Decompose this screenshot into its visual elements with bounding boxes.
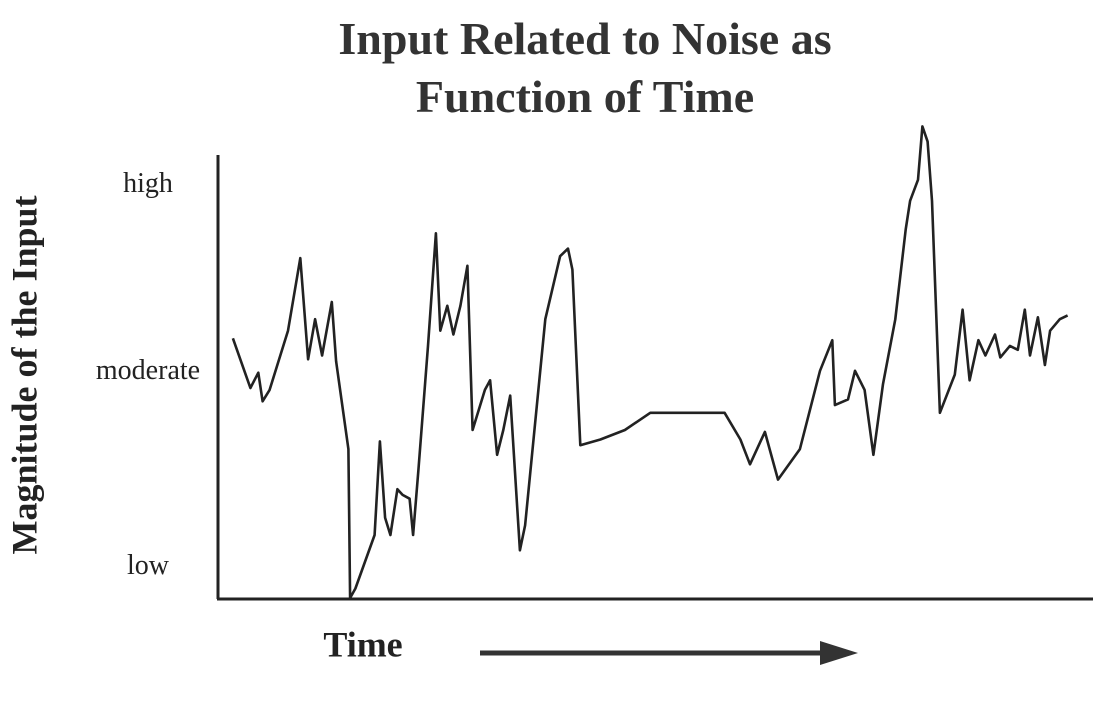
time-arrow-head <box>820 641 858 665</box>
y-axis-label: Magnitude of the Input <box>4 195 44 554</box>
chart-title: Input Related to Noise as Function of Ti… <box>338 13 832 122</box>
y-tick-label: high <box>123 168 173 199</box>
data-line <box>231 125 1069 600</box>
y-tick-label: moderate <box>96 355 200 386</box>
x-axis-label: Time <box>323 624 402 664</box>
y-tick-label: low <box>127 550 170 581</box>
